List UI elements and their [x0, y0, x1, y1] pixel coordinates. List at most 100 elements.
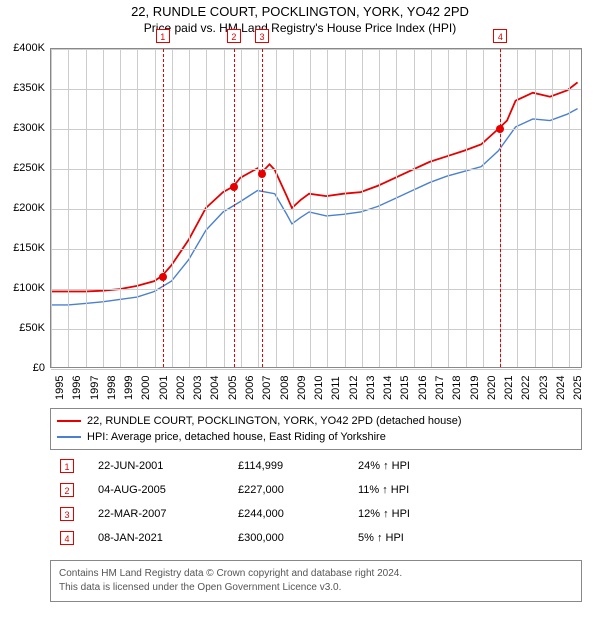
ytick-label: £200K	[3, 202, 45, 214]
xtick-label: 2000	[140, 376, 152, 400]
xtick-label: 2003	[192, 376, 204, 400]
marker-dot	[496, 125, 504, 133]
xtick-label: 2018	[451, 376, 463, 400]
sale-date: 04-AUG-2005	[98, 484, 238, 496]
gridline-v	[327, 49, 328, 367]
gridline-v	[137, 49, 138, 367]
gridline-v	[414, 49, 415, 367]
xtick-label: 2015	[399, 376, 411, 400]
sale-date: 22-JUN-2001	[98, 460, 238, 472]
gridline-v	[552, 49, 553, 367]
page-title: 22, RUNDLE COURT, POCKLINGTON, YORK, YO4…	[0, 4, 600, 19]
gridline-v	[293, 49, 294, 367]
marker-dot	[159, 273, 167, 281]
gridline-v	[276, 49, 277, 367]
xtick-label: 2021	[503, 376, 515, 400]
gridline-v	[224, 49, 225, 367]
sale-marker: 1	[60, 459, 74, 473]
xtick-label: 2023	[538, 376, 550, 400]
attribution-line2: This data is licensed under the Open Gov…	[59, 581, 573, 595]
xtick-label: 2007	[261, 376, 273, 400]
attribution: Contains HM Land Registry data © Crown c…	[50, 560, 582, 602]
legend-item: 22, RUNDLE COURT, POCKLINGTON, YORK, YO4…	[57, 413, 575, 429]
sale-row: 322-MAR-2007£244,00012% ↑ HPI	[60, 502, 478, 526]
xtick-label: 2002	[175, 376, 187, 400]
legend-swatch	[57, 420, 81, 422]
ytick-label: £350K	[3, 82, 45, 94]
xtick-label: 2011	[330, 376, 342, 400]
gridline-v	[362, 49, 363, 367]
xtick-label: 2020	[486, 376, 498, 400]
xtick-label: 1999	[123, 376, 135, 400]
ytick-label: £0	[3, 362, 45, 374]
gridline-v	[569, 49, 570, 367]
gridline-v	[103, 49, 104, 367]
gridline-v	[535, 49, 536, 367]
xtick-label: 1995	[54, 376, 66, 400]
gridline-h	[51, 169, 581, 170]
gridline-v	[86, 49, 87, 367]
marker-label: 2	[227, 29, 241, 43]
xtick-label: 2014	[382, 376, 394, 400]
marker-vline	[234, 49, 235, 367]
marker-label: 1	[156, 29, 170, 43]
legend-label: 22, RUNDLE COURT, POCKLINGTON, YORK, YO4…	[87, 415, 462, 427]
gridline-v	[189, 49, 190, 367]
gridline-v	[379, 49, 380, 367]
xtick-label: 2017	[434, 376, 446, 400]
gridline-v	[258, 49, 259, 367]
gridline-v	[68, 49, 69, 367]
xtick-label: 2012	[348, 376, 360, 400]
gridline-v	[120, 49, 121, 367]
xtick-label: 2019	[469, 376, 481, 400]
sale-marker: 2	[60, 483, 74, 497]
sale-date: 08-JAN-2021	[98, 532, 238, 544]
sale-row: 204-AUG-2005£227,00011% ↑ HPI	[60, 478, 478, 502]
sale-price: £244,000	[238, 508, 358, 520]
ytick-label: £250K	[3, 162, 45, 174]
xtick-label: 1998	[106, 376, 118, 400]
attribution-line1: Contains HM Land Registry data © Crown c…	[59, 567, 573, 581]
sale-row: 122-JUN-2001£114,99924% ↑ HPI	[60, 454, 478, 478]
sale-marker: 3	[60, 507, 74, 521]
legend-swatch	[57, 436, 81, 438]
ytick-label: £150K	[3, 242, 45, 254]
marker-vline	[262, 49, 263, 367]
marker-dot	[258, 170, 266, 178]
sale-date: 22-MAR-2007	[98, 508, 238, 520]
gridline-v	[310, 49, 311, 367]
legend-item: HPI: Average price, detached house, East…	[57, 429, 575, 445]
sale-row: 408-JAN-2021£300,0005% ↑ HPI	[60, 526, 478, 550]
gridline-v	[431, 49, 432, 367]
gridline-h	[51, 49, 581, 50]
gridline-v	[396, 49, 397, 367]
xtick-label: 2013	[365, 376, 377, 400]
xtick-label: 2025	[572, 376, 584, 400]
gridline-h	[51, 329, 581, 330]
chart-lines	[51, 49, 581, 367]
gridline-h	[51, 209, 581, 210]
marker-vline	[500, 49, 501, 367]
gridline-v	[345, 49, 346, 367]
marker-label: 3	[255, 29, 269, 43]
chart: 1234	[50, 48, 582, 368]
sales-table: 122-JUN-2001£114,99924% ↑ HPI204-AUG-200…	[60, 454, 478, 550]
gridline-h	[51, 249, 581, 250]
xtick-label: 2008	[279, 376, 291, 400]
sale-diff: 5% ↑ HPI	[358, 532, 478, 544]
gridline-v	[517, 49, 518, 367]
series-line	[51, 109, 578, 305]
sale-diff: 24% ↑ HPI	[358, 460, 478, 472]
ytick-label: £50K	[3, 322, 45, 334]
gridline-h	[51, 289, 581, 290]
gridline-v	[483, 49, 484, 367]
gridline-v	[466, 49, 467, 367]
marker-label: 4	[493, 29, 507, 43]
legend: 22, RUNDLE COURT, POCKLINGTON, YORK, YO4…	[50, 408, 582, 450]
sale-price: £300,000	[238, 532, 358, 544]
page-subtitle: Price paid vs. HM Land Registry's House …	[0, 21, 600, 35]
gridline-h	[51, 369, 581, 370]
xtick-label: 2016	[417, 376, 429, 400]
gridline-v	[241, 49, 242, 367]
gridline-v	[448, 49, 449, 367]
